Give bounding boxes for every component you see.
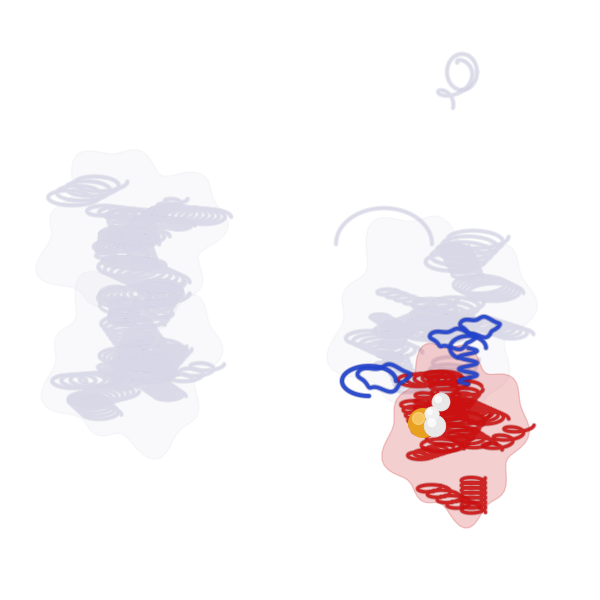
- Polygon shape: [41, 271, 223, 460]
- Circle shape: [428, 419, 436, 427]
- Circle shape: [425, 407, 439, 421]
- Circle shape: [432, 393, 450, 411]
- Circle shape: [435, 396, 442, 403]
- Circle shape: [424, 415, 446, 437]
- Polygon shape: [327, 216, 538, 429]
- Circle shape: [413, 413, 425, 425]
- Polygon shape: [36, 149, 229, 329]
- Polygon shape: [382, 343, 529, 528]
- Circle shape: [408, 408, 438, 438]
- Circle shape: [427, 409, 433, 415]
